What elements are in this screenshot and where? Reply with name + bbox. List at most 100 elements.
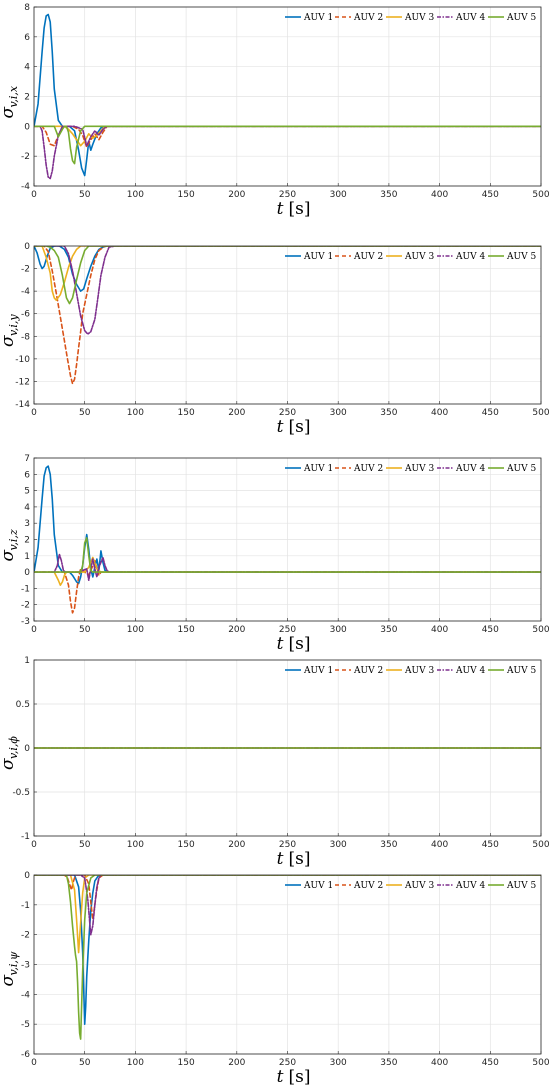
chart-5: 0 50 100 150 200 250 300 350 400 450 500 -6 -5 -4 -3 -2… xyxy=(0,871,550,1087)
legend-entry-1: AUV 1 xyxy=(285,13,333,23)
x-tick-label: 100 xyxy=(127,190,144,200)
legend-entry-3: AUV 3 xyxy=(386,881,434,891)
legend-entry-4: AUV 4 xyxy=(437,252,485,262)
x-tick-label: 100 xyxy=(127,408,144,418)
x-tick-label: 50 xyxy=(79,625,91,635)
x-tick-label: 350 xyxy=(380,408,397,418)
legend-label: AUV 4 xyxy=(455,464,485,474)
legend-entry-1: AUV 1 xyxy=(285,252,333,262)
legend-entry-4: AUV 4 xyxy=(437,464,485,474)
series-group xyxy=(34,246,541,385)
series-line-4 xyxy=(34,125,541,180)
axes-frame xyxy=(33,457,542,622)
y-axis-label: σv,i,ϕ xyxy=(0,736,20,770)
legend-entry-5: AUV 5 xyxy=(488,252,536,262)
x-tick-label: 0 xyxy=(31,1058,37,1068)
axes-frame xyxy=(33,659,542,837)
x-axis-label: t xyxy=(277,1067,284,1087)
legend-label: AUV 2 xyxy=(353,464,383,474)
legend: AUV 1 AUV 2 AUV 3 AUV 4 AUV 5 xyxy=(285,881,536,891)
x-tick-label: 150 xyxy=(178,840,195,850)
x-tick-label: 200 xyxy=(228,408,245,418)
series-line-4 xyxy=(34,553,541,582)
legend-entry-1: AUV 1 xyxy=(285,881,333,891)
legend-entry-3: AUV 3 xyxy=(386,666,434,676)
x-tick-label: 300 xyxy=(330,408,347,418)
y-tick-label: -2 xyxy=(21,601,30,611)
legend-entry-3: AUV 3 xyxy=(386,252,434,262)
y-tick-label: -8 xyxy=(21,332,30,342)
x-tick-label: 350 xyxy=(380,190,397,200)
x-tick-label: 0 xyxy=(31,408,37,418)
y-tick-label: -6 xyxy=(21,1050,30,1060)
x-tick-label: 100 xyxy=(127,840,144,850)
x-tick-label: 500 xyxy=(532,840,549,850)
series-line-2 xyxy=(34,246,541,385)
x-tick-label: 150 xyxy=(178,190,195,200)
legend: AUV 1 AUV 2 AUV 3 AUV 4 AUV 5 xyxy=(285,252,536,262)
x-axis-label: t xyxy=(277,849,284,869)
legend-entry-4: AUV 4 xyxy=(437,881,485,891)
x-tick-label: 300 xyxy=(330,1058,347,1068)
legend-label: AUV 3 xyxy=(404,881,434,891)
y-tick-label: -3 xyxy=(21,961,30,971)
legend-label: AUV 4 xyxy=(455,666,485,676)
y-axis-symbol: σ xyxy=(0,758,18,770)
legend-label: AUV 1 xyxy=(303,13,333,23)
series-line-1 xyxy=(34,875,541,1025)
legend-label: AUV 3 xyxy=(404,252,434,262)
legend: AUV 1 AUV 2 AUV 3 AUV 4 AUV 5 xyxy=(285,13,536,23)
legend-label: AUV 4 xyxy=(455,881,485,891)
x-axis-unit: [s] xyxy=(289,417,311,437)
x-tick-label: 250 xyxy=(279,840,296,850)
y-axis-symbol: σ xyxy=(0,550,18,562)
x-tick-label: 50 xyxy=(79,840,91,850)
legend-label: AUV 5 xyxy=(506,252,536,262)
x-tick-label: 50 xyxy=(79,1058,91,1068)
legend-entry-4: AUV 4 xyxy=(437,13,485,23)
chart-2: 0 50 100 150 200 250 300 350 400 450 500 -14 -12 -10 -… xyxy=(0,242,550,437)
y-tick-label: -14 xyxy=(15,400,30,410)
legend-entry-2: AUV 2 xyxy=(335,464,383,474)
series-line-5 xyxy=(34,537,541,573)
legend-label: AUV 3 xyxy=(404,666,434,676)
legend-label: AUV 3 xyxy=(404,13,434,23)
y-axis-label: σv,i,ψ xyxy=(0,951,20,986)
y-tick-label: -5 xyxy=(21,1020,30,1030)
series-line-5 xyxy=(34,875,541,1040)
y-tick-label: 8 xyxy=(24,3,30,13)
y-tick-label: 5 xyxy=(24,487,30,497)
x-tick-label: 500 xyxy=(532,625,549,635)
legend-entry-3: AUV 3 xyxy=(386,464,434,474)
y-axis-subscript: v,i,x xyxy=(7,85,20,107)
y-tick-label: 1 xyxy=(24,656,30,666)
y-tick-label: -4 xyxy=(21,182,30,192)
legend-entry-2: AUV 2 xyxy=(335,252,383,262)
series-line-1 xyxy=(34,465,541,585)
y-tick-label: -4 xyxy=(21,287,30,297)
x-tick-label: 350 xyxy=(380,840,397,850)
y-tick-label: -0.5 xyxy=(12,788,30,798)
y-axis-label: σv,i,y xyxy=(0,314,20,347)
legend: AUV 1 AUV 2 AUV 3 AUV 4 AUV 5 xyxy=(285,666,536,676)
x-tick-label: 500 xyxy=(532,1058,549,1068)
y-tick-label: -1 xyxy=(21,901,30,911)
legend-label: AUV 2 xyxy=(353,881,383,891)
chart-4: 0 50 100 150 200 250 300 350 400 450 500 -1 -0.5 0 0.5… xyxy=(0,656,550,869)
y-axis-subscript: v,i,ψ xyxy=(7,951,20,975)
y-tick-label: -4 xyxy=(21,990,30,1000)
series-group xyxy=(34,465,541,614)
legend-entry-3: AUV 3 xyxy=(386,13,434,23)
legend-entry-5: AUV 5 xyxy=(488,464,536,474)
legend-label: AUV 2 xyxy=(353,666,383,676)
x-axis-label: t xyxy=(277,634,284,654)
legend: AUV 1 AUV 2 AUV 3 AUV 4 AUV 5 xyxy=(285,464,536,474)
series-group xyxy=(34,13,541,180)
legend-label: AUV 4 xyxy=(455,252,485,262)
series-line-4 xyxy=(34,875,541,936)
y-tick-label: 0 xyxy=(24,568,30,578)
y-tick-label: 3 xyxy=(24,519,30,529)
x-tick-label: 250 xyxy=(279,1058,296,1068)
y-tick-label: 6 xyxy=(24,33,30,43)
series-line-4 xyxy=(34,246,541,335)
